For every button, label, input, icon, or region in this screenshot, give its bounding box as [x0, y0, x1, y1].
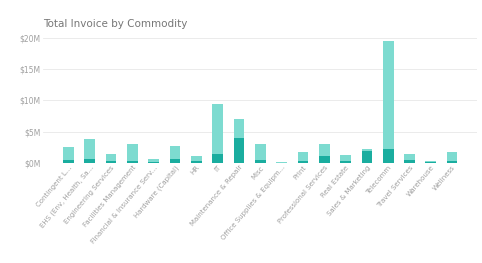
Bar — [106, 154, 116, 163]
Bar — [340, 155, 351, 163]
Text: Total Invoice by Commodity: Total Invoice by Commodity — [43, 19, 188, 29]
Bar — [191, 160, 201, 163]
Bar — [255, 144, 266, 163]
Bar — [63, 147, 74, 163]
Bar — [404, 160, 415, 163]
Bar — [63, 160, 74, 163]
Bar — [127, 160, 138, 163]
Bar — [234, 119, 244, 163]
Bar — [212, 154, 223, 163]
Bar — [319, 155, 330, 163]
Bar — [170, 159, 180, 163]
Bar — [106, 161, 116, 163]
Bar — [170, 145, 180, 163]
Bar — [426, 160, 436, 163]
Bar — [404, 154, 415, 163]
Bar — [447, 152, 457, 163]
Bar — [383, 41, 393, 163]
Bar — [191, 155, 201, 163]
Bar — [297, 152, 308, 163]
Bar — [148, 159, 159, 163]
Bar — [127, 144, 138, 163]
Bar — [148, 162, 159, 163]
Bar — [319, 144, 330, 163]
Bar — [362, 150, 372, 163]
Bar — [255, 160, 266, 163]
Bar — [212, 104, 223, 163]
Bar — [447, 160, 457, 163]
Bar — [362, 149, 372, 163]
Bar — [84, 139, 95, 163]
Bar — [297, 161, 308, 163]
Bar — [383, 149, 393, 163]
Bar — [234, 138, 244, 163]
Bar — [340, 160, 351, 163]
Bar — [84, 159, 95, 163]
